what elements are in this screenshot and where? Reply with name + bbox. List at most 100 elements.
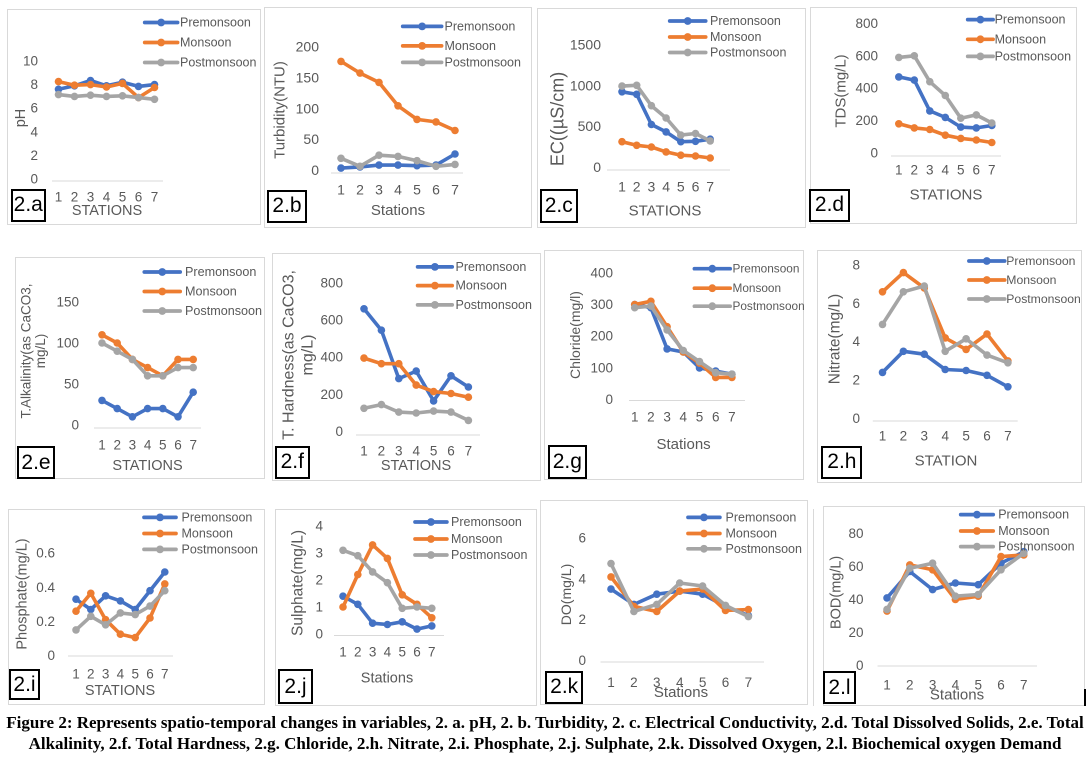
svg-text:STATIONS: STATIONS — [629, 203, 702, 220]
svg-text:3: 3 — [102, 667, 110, 682]
svg-text:5: 5 — [131, 667, 139, 682]
svg-text:1: 1 — [55, 190, 63, 205]
svg-text:150: 150 — [56, 295, 79, 310]
svg-text:4: 4 — [680, 410, 688, 425]
svg-text:STATIONS: STATIONS — [112, 458, 182, 474]
svg-text:0: 0 — [593, 159, 601, 175]
svg-text:7: 7 — [451, 182, 459, 198]
svg-text:Postmonsoon: Postmonsoon — [182, 542, 258, 556]
svg-text:STATIONS: STATIONS — [910, 187, 983, 204]
svg-text:2: 2 — [647, 410, 655, 425]
svg-text:Nitrate(mg/L): Nitrate(mg/L) — [827, 294, 844, 384]
svg-text:1500: 1500 — [570, 37, 601, 53]
svg-text:Premonsoon: Premonsoon — [182, 510, 253, 524]
svg-text:2: 2 — [630, 675, 638, 690]
svg-text:2: 2 — [852, 373, 860, 388]
svg-text:4: 4 — [676, 675, 684, 690]
svg-text:3: 3 — [369, 645, 377, 660]
svg-text:200: 200 — [320, 387, 343, 402]
svg-text:Premonsoon: Premonsoon — [451, 515, 522, 529]
svg-text:Chloride(mg/l): Chloride(mg/l) — [567, 291, 583, 379]
svg-text:4: 4 — [103, 190, 111, 205]
svg-text:6: 6 — [413, 645, 421, 660]
svg-text:3: 3 — [653, 675, 661, 690]
svg-text:7: 7 — [189, 438, 197, 453]
svg-text:50: 50 — [64, 377, 79, 392]
svg-text:0: 0 — [852, 411, 860, 426]
svg-text:pH: pH — [13, 109, 29, 128]
svg-text:STATIONS: STATIONS — [72, 203, 142, 219]
svg-text:3: 3 — [926, 163, 934, 178]
svg-text:5: 5 — [696, 410, 704, 425]
svg-text:Postmonsoon: Postmonsoon — [180, 56, 256, 70]
svg-text:Stations: Stations — [371, 202, 425, 219]
svg-text:10: 10 — [23, 54, 38, 69]
svg-text:6: 6 — [852, 296, 860, 311]
svg-text:Monsoon: Monsoon — [445, 39, 496, 53]
svg-text:Sulphate(mg/L): Sulphate(mg/L) — [290, 530, 307, 636]
svg-text:4: 4 — [117, 667, 125, 682]
svg-text:400: 400 — [320, 350, 343, 365]
svg-text:400: 400 — [590, 265, 613, 280]
svg-text:0: 0 — [335, 424, 343, 439]
svg-text:4: 4 — [662, 179, 670, 195]
svg-text:20: 20 — [848, 625, 863, 640]
svg-text:Monsoon: Monsoon — [451, 532, 502, 546]
svg-text:Monsoon: Monsoon — [726, 527, 777, 541]
svg-text:1: 1 — [315, 600, 323, 615]
svg-text:2: 2 — [315, 573, 323, 588]
svg-text:Premonsoon: Premonsoon — [733, 262, 800, 276]
svg-text:Premonsoon: Premonsoon — [445, 19, 516, 33]
svg-text:50: 50 — [303, 131, 319, 147]
svg-text:0: 0 — [30, 172, 38, 187]
svg-text:Postmonsoon: Postmonsoon — [710, 46, 786, 60]
svg-text:7: 7 — [988, 163, 996, 178]
svg-text:40: 40 — [848, 592, 863, 607]
svg-text:60: 60 — [848, 559, 863, 574]
svg-text:3: 3 — [87, 190, 95, 205]
svg-text:0.2: 0.2 — [36, 614, 55, 629]
svg-text:3: 3 — [375, 182, 383, 198]
svg-text:6: 6 — [692, 179, 700, 195]
svg-text:0: 0 — [855, 658, 863, 673]
svg-text:6: 6 — [578, 531, 586, 546]
svg-text:6: 6 — [973, 163, 981, 178]
svg-text:7: 7 — [706, 179, 714, 195]
svg-text:0: 0 — [311, 162, 319, 178]
svg-text:7: 7 — [728, 410, 736, 425]
svg-text:7: 7 — [465, 444, 473, 459]
svg-text:5: 5 — [677, 179, 685, 195]
svg-text:80: 80 — [848, 526, 863, 541]
svg-text:2: 2 — [356, 182, 364, 198]
svg-text:2: 2 — [378, 444, 386, 459]
svg-text:3: 3 — [928, 678, 936, 693]
svg-text:Stations: Stations — [656, 436, 710, 453]
svg-text:BOD(mg/L): BOD(mg/L) — [828, 556, 844, 629]
svg-text:6: 6 — [30, 101, 38, 116]
svg-text:Postmonsoon: Postmonsoon — [998, 540, 1074, 554]
svg-text:8: 8 — [30, 77, 38, 92]
svg-text:2: 2 — [911, 163, 919, 178]
svg-text:4: 4 — [30, 124, 38, 139]
svg-text:STATIONS: STATIONS — [381, 458, 451, 474]
svg-text:3: 3 — [315, 546, 323, 561]
svg-text:DO(mg/L): DO(mg/L) — [558, 564, 574, 625]
svg-text:STATIONS: STATIONS — [85, 683, 155, 699]
svg-text:150: 150 — [296, 70, 320, 86]
svg-text:100: 100 — [590, 360, 613, 375]
svg-text:T.Alkalinity(as CaCO3,: T.Alkalinity(as CaCO3, — [19, 283, 34, 418]
svg-text:1: 1 — [339, 645, 347, 660]
svg-text:1: 1 — [895, 163, 903, 178]
svg-text:4: 4 — [951, 678, 959, 693]
svg-text:2: 2 — [354, 645, 362, 660]
svg-text:2: 2 — [71, 190, 79, 205]
svg-text:mg/L): mg/L) — [33, 334, 48, 369]
svg-text:6: 6 — [447, 444, 455, 459]
svg-text:3: 3 — [921, 429, 929, 444]
svg-text:Premonsoon: Premonsoon — [710, 14, 781, 28]
svg-text:200: 200 — [590, 329, 613, 344]
svg-text:0: 0 — [605, 392, 613, 407]
svg-text:0: 0 — [47, 648, 55, 663]
svg-text:Premonsoon: Premonsoon — [995, 13, 1066, 27]
svg-text:Premonsoon: Premonsoon — [1006, 254, 1075, 268]
